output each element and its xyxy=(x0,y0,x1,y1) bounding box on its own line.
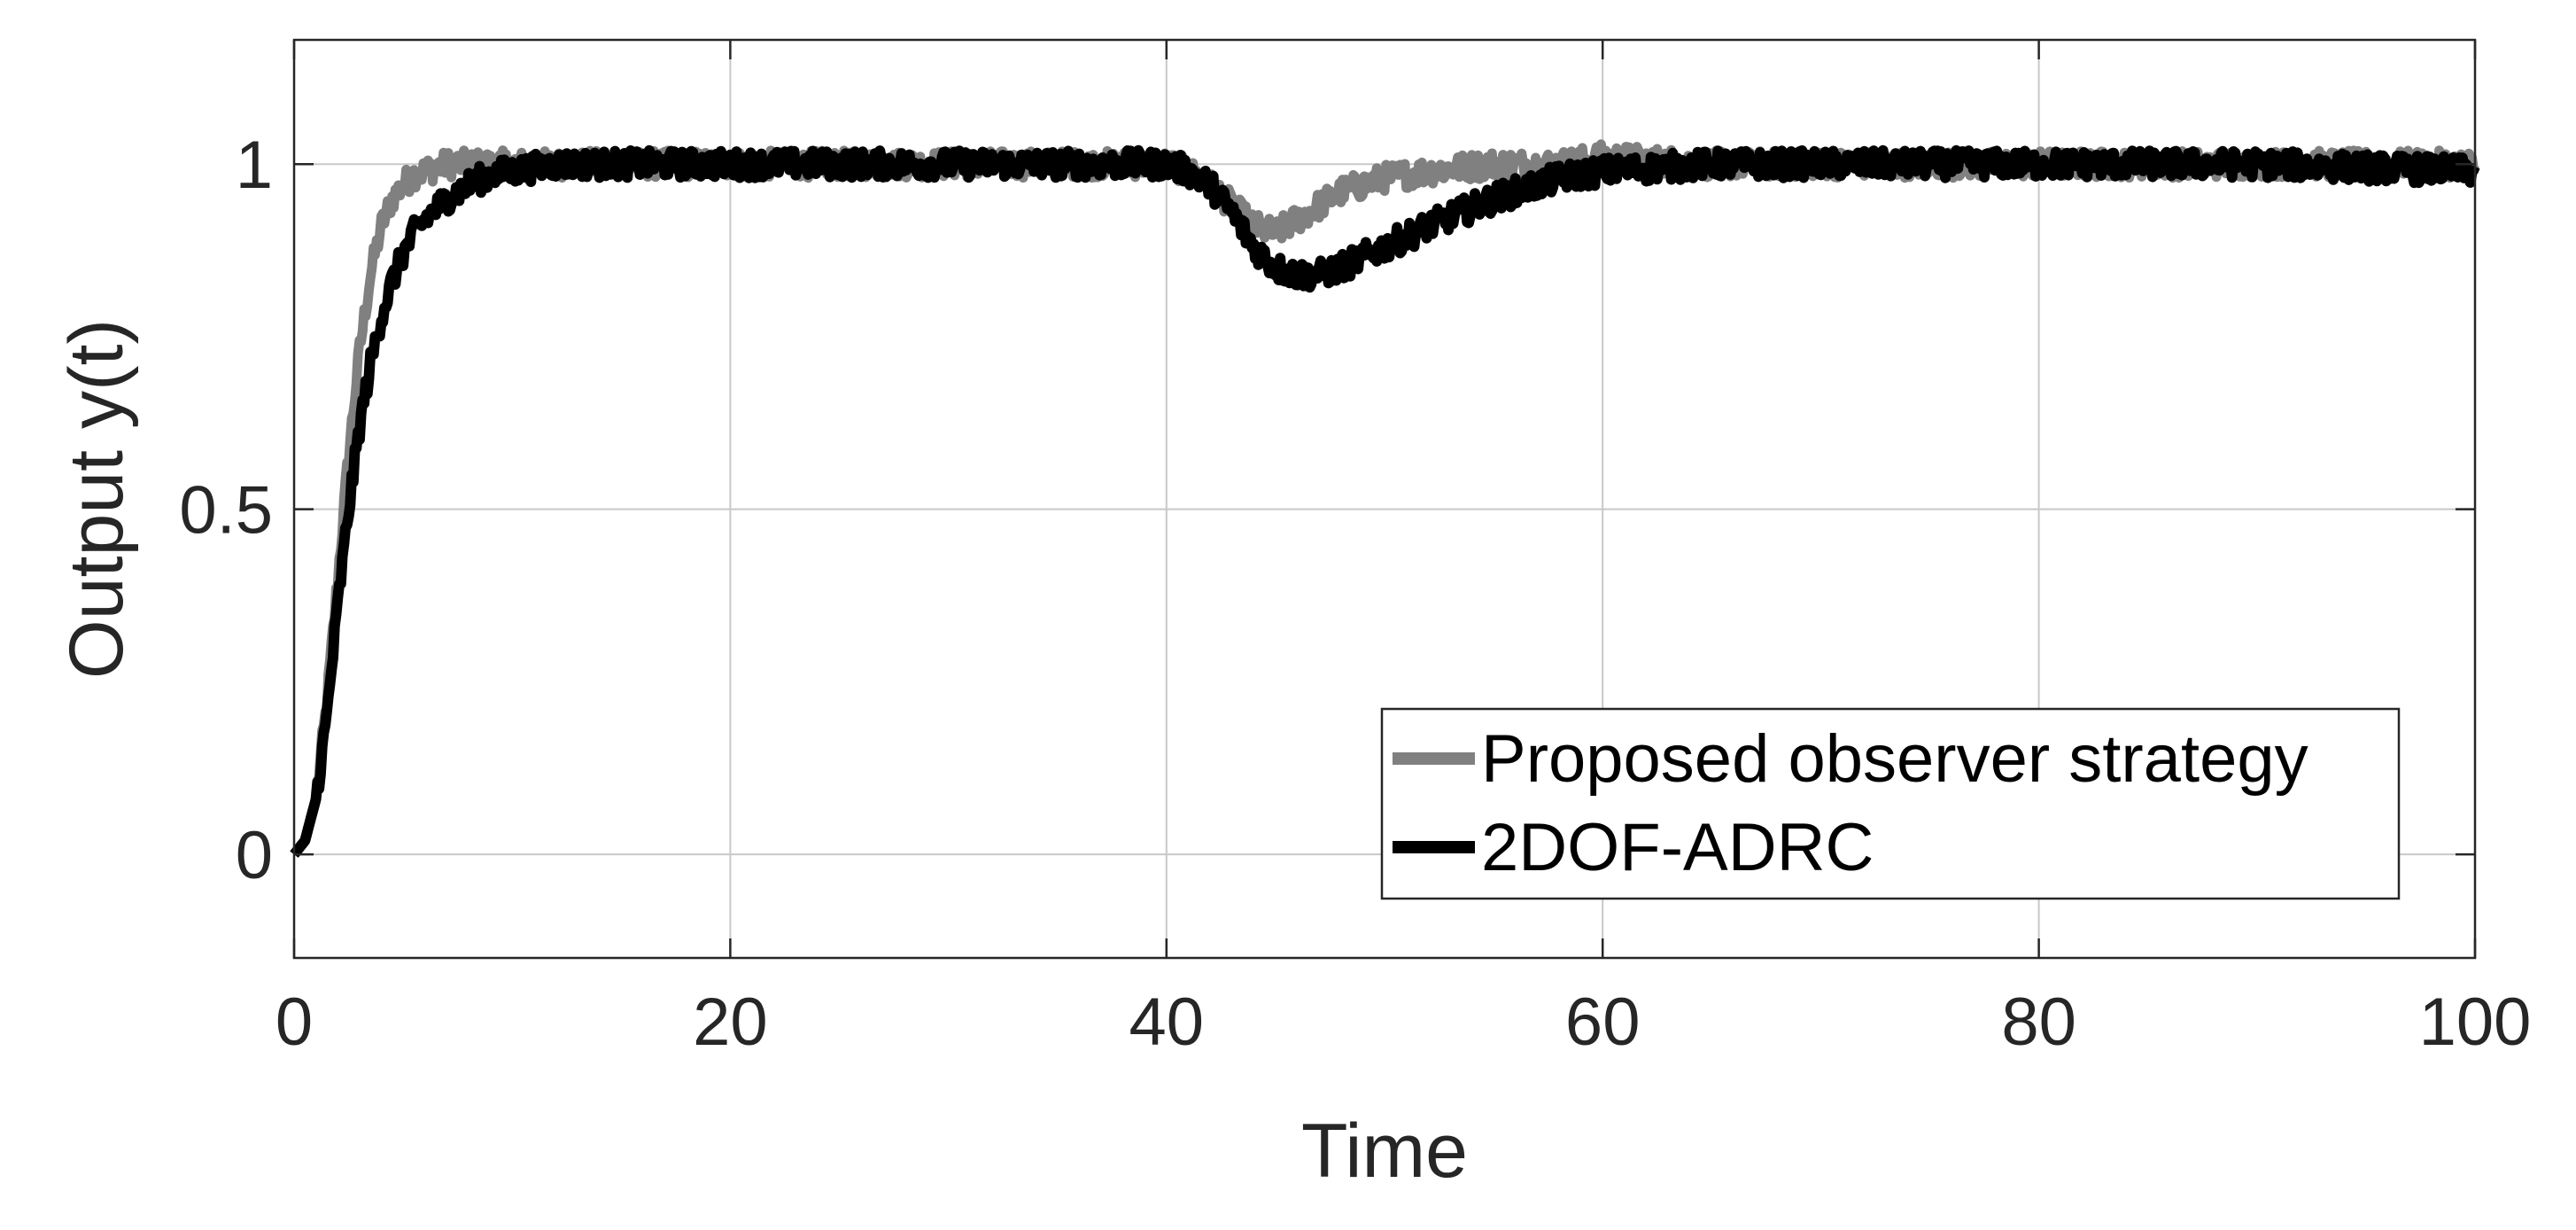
y-tick-label-2: 1 xyxy=(236,128,273,203)
legend-label-1: 2DOF-ADRC xyxy=(1481,810,1874,885)
y-tick-label-1: 0.5 xyxy=(179,473,273,549)
series-line-1 xyxy=(290,144,2480,858)
x-tick-label-1: 20 xyxy=(693,985,768,1060)
x-tick-label-5: 100 xyxy=(2419,985,2532,1060)
x-tick-label-0: 0 xyxy=(275,985,313,1060)
x-axis-label: Time xyxy=(1301,1109,1468,1194)
x-tick-label-3: 60 xyxy=(1565,985,1641,1060)
y-axis-label: Output y(t) xyxy=(54,319,139,679)
y-tick-label-0: 0 xyxy=(236,818,273,893)
legend-box xyxy=(1380,707,2401,900)
series-layer xyxy=(290,139,2480,858)
plot-frame xyxy=(292,38,2477,960)
x-tick-label-2: 40 xyxy=(1129,985,1205,1060)
legend: Proposed observer strategy 2DOF-ADRC xyxy=(1380,707,2401,900)
x-tick-label-4: 80 xyxy=(2001,985,2076,1060)
legend-label-0: Proposed observer strategy xyxy=(1481,721,2308,797)
ticks: 0 20 40 60 80 100 0 0.5 1 xyxy=(179,40,2531,1060)
